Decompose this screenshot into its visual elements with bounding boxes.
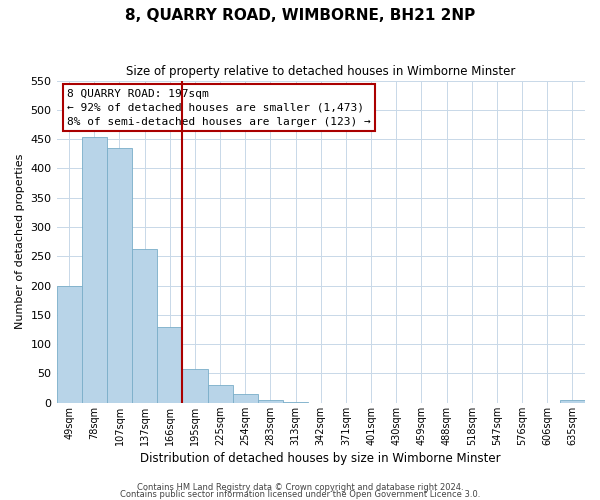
Bar xyxy=(157,326,182,403)
X-axis label: Distribution of detached houses by size in Wimborne Minster: Distribution of detached houses by size … xyxy=(140,452,501,465)
Bar xyxy=(56,286,82,403)
Bar xyxy=(258,400,283,403)
Text: 8 QUARRY ROAD: 197sqm
← 92% of detached houses are smaller (1,473)
8% of semi-de: 8 QUARRY ROAD: 197sqm ← 92% of detached … xyxy=(67,88,371,126)
Bar xyxy=(182,369,208,403)
Bar xyxy=(132,248,157,403)
Text: Contains public sector information licensed under the Open Government Licence 3.: Contains public sector information licen… xyxy=(120,490,480,499)
Bar xyxy=(107,148,132,403)
Bar xyxy=(208,385,233,403)
Y-axis label: Number of detached properties: Number of detached properties xyxy=(15,154,25,330)
Text: 8, QUARRY ROAD, WIMBORNE, BH21 2NP: 8, QUARRY ROAD, WIMBORNE, BH21 2NP xyxy=(125,8,475,22)
Title: Size of property relative to detached houses in Wimborne Minster: Size of property relative to detached ho… xyxy=(126,65,515,78)
Bar xyxy=(82,138,107,403)
Bar xyxy=(233,394,258,403)
Bar xyxy=(283,402,308,403)
Bar xyxy=(560,400,585,403)
Text: Contains HM Land Registry data © Crown copyright and database right 2024.: Contains HM Land Registry data © Crown c… xyxy=(137,484,463,492)
